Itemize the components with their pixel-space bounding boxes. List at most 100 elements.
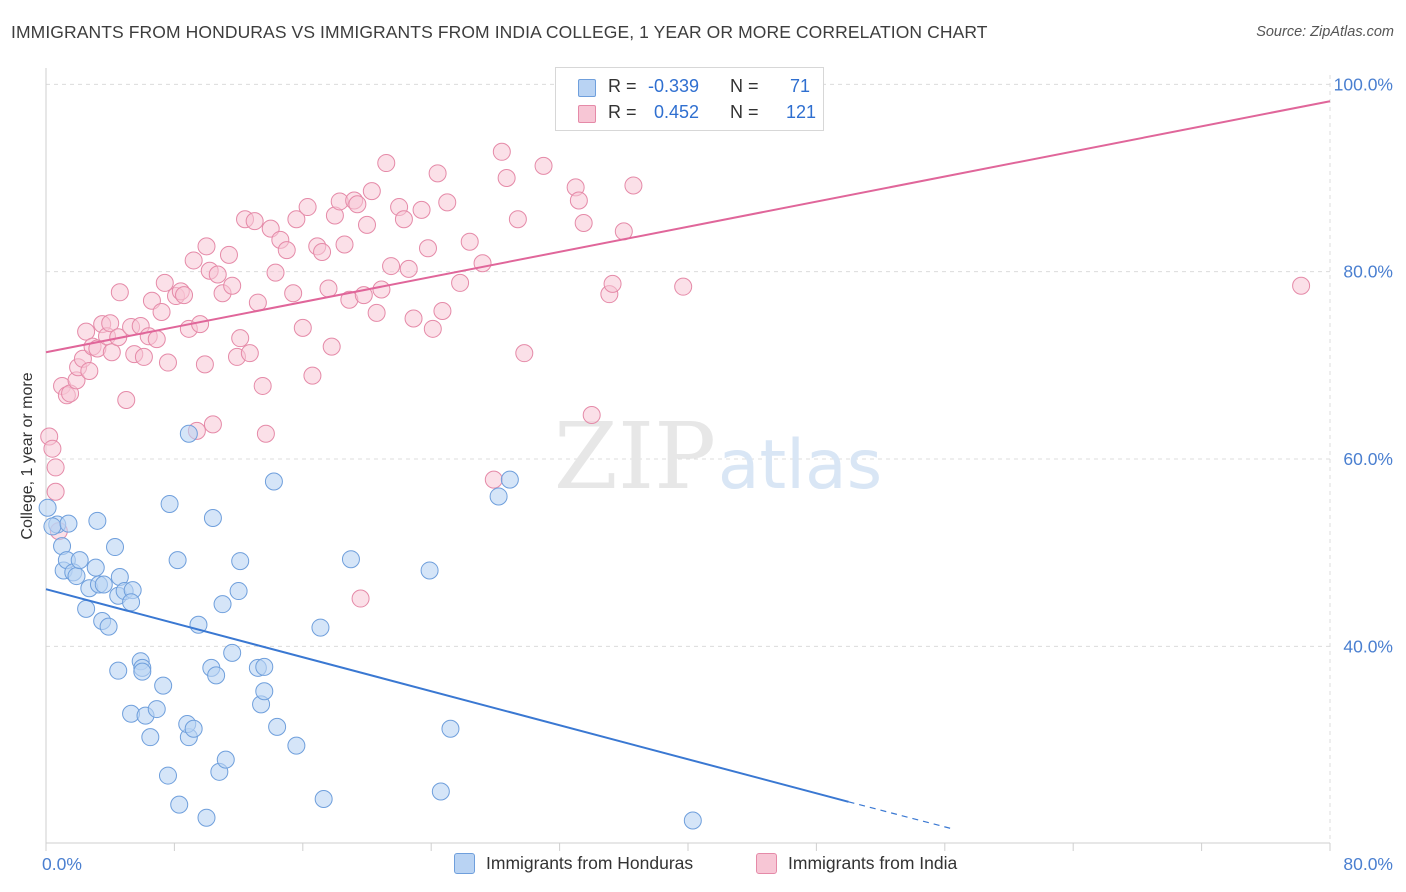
india-point — [231, 329, 250, 348]
india-point — [248, 293, 267, 312]
india-point — [155, 273, 174, 292]
india-point — [484, 470, 503, 489]
trend-line-honduras-extension — [848, 801, 953, 830]
honduras-point — [314, 789, 333, 808]
legend-r-value-honduras: -0.339 — [648, 76, 700, 96]
watermark-zip: ZIP — [554, 403, 716, 510]
honduras-point — [500, 470, 519, 489]
honduras-point — [77, 599, 96, 618]
honduras-point — [268, 717, 287, 736]
india-point — [303, 366, 322, 385]
honduras-point — [420, 561, 439, 580]
honduras-point — [94, 575, 113, 594]
bottom-legend-label-honduras: Immigrants from Honduras — [486, 853, 694, 873]
y-tick-label: 40.0% — [1343, 636, 1393, 656]
india-point — [208, 265, 227, 284]
india-point — [184, 251, 203, 270]
honduras-point — [154, 676, 173, 695]
honduras-point — [184, 719, 203, 738]
india-point — [404, 309, 423, 328]
india-point — [367, 303, 386, 322]
india-point — [80, 361, 99, 380]
bottom-legend-swatch-honduras — [454, 853, 475, 874]
india-point — [134, 347, 153, 366]
honduras-point — [216, 750, 235, 769]
india-point — [219, 245, 238, 264]
india-point — [582, 405, 601, 424]
honduras-point — [67, 567, 86, 586]
india-point — [492, 142, 511, 161]
india-point — [358, 215, 376, 234]
india-point — [423, 319, 442, 338]
honduras-point — [133, 662, 152, 681]
india-point — [624, 176, 643, 195]
india-point — [574, 213, 593, 232]
correlation-legend: R = -0.339 N = 71 R = 0.452 N = 121 — [555, 67, 824, 131]
india-point — [197, 237, 216, 256]
watermark-atlas: atlas — [718, 426, 882, 505]
india-point — [223, 276, 242, 295]
honduras-point — [683, 811, 702, 830]
india-point — [362, 182, 381, 201]
tick-labels: 40.0% 60.0% 80.0% 100.0% 0.0% 80.0% — [42, 74, 1393, 874]
india-point — [603, 274, 622, 293]
india-point — [473, 254, 492, 273]
india-point — [322, 337, 341, 356]
india-point — [460, 232, 479, 251]
honduras-point — [70, 551, 89, 570]
india-point — [515, 344, 534, 363]
india-point — [293, 318, 312, 337]
india-point — [428, 164, 447, 183]
india-point — [412, 200, 431, 219]
honduras-point — [203, 509, 222, 528]
honduras-point — [264, 472, 283, 491]
trend-line-honduras — [45, 588, 849, 803]
honduras-point — [109, 661, 128, 680]
honduras-point — [341, 550, 360, 569]
india-point — [43, 439, 62, 458]
honduras-point — [231, 552, 250, 571]
legend-n-value-india: 121 — [786, 102, 817, 122]
honduras-point — [59, 514, 78, 533]
india-point — [1292, 276, 1311, 295]
india-point — [382, 257, 401, 276]
x-tick-label-max: 80.0% — [1343, 854, 1393, 874]
bottom-legend-swatch-india — [756, 853, 777, 874]
india-point — [195, 355, 214, 374]
india-point — [266, 263, 285, 282]
legend-n-label: N = — [730, 76, 759, 96]
india-point — [152, 302, 171, 321]
india-point — [394, 210, 413, 229]
india-point — [377, 154, 396, 173]
honduras-point — [197, 808, 216, 827]
honduras-point — [99, 617, 118, 636]
india-point — [277, 241, 296, 260]
legend-r-label: R = — [608, 76, 637, 96]
honduras-point — [255, 657, 274, 676]
india-point — [284, 284, 303, 303]
honduras-point — [86, 558, 105, 577]
y-tick-label: 100.0% — [1334, 74, 1393, 94]
india-point — [158, 353, 177, 372]
honduras-point — [168, 551, 187, 570]
honduras-point — [122, 593, 141, 612]
india-point — [117, 390, 136, 409]
bottom-legend-label-india: Immigrants from India — [788, 853, 958, 873]
legend-swatch-india — [578, 105, 596, 123]
honduras-point — [88, 511, 107, 530]
india-point — [101, 314, 120, 333]
x-tick-label-min: 0.0% — [42, 854, 82, 874]
india-point — [372, 280, 391, 299]
honduras-point — [207, 666, 226, 685]
india-point — [46, 458, 65, 477]
india-point — [287, 210, 306, 229]
india-point — [253, 376, 272, 395]
legend-n-label: N = — [730, 102, 759, 122]
honduras-point — [179, 424, 198, 443]
series-india-points — [40, 142, 1311, 608]
watermark: ZIP atlas — [554, 403, 882, 510]
legend-n-value-honduras: 71 — [790, 76, 811, 96]
india-point — [256, 424, 275, 443]
india-point — [674, 277, 693, 296]
